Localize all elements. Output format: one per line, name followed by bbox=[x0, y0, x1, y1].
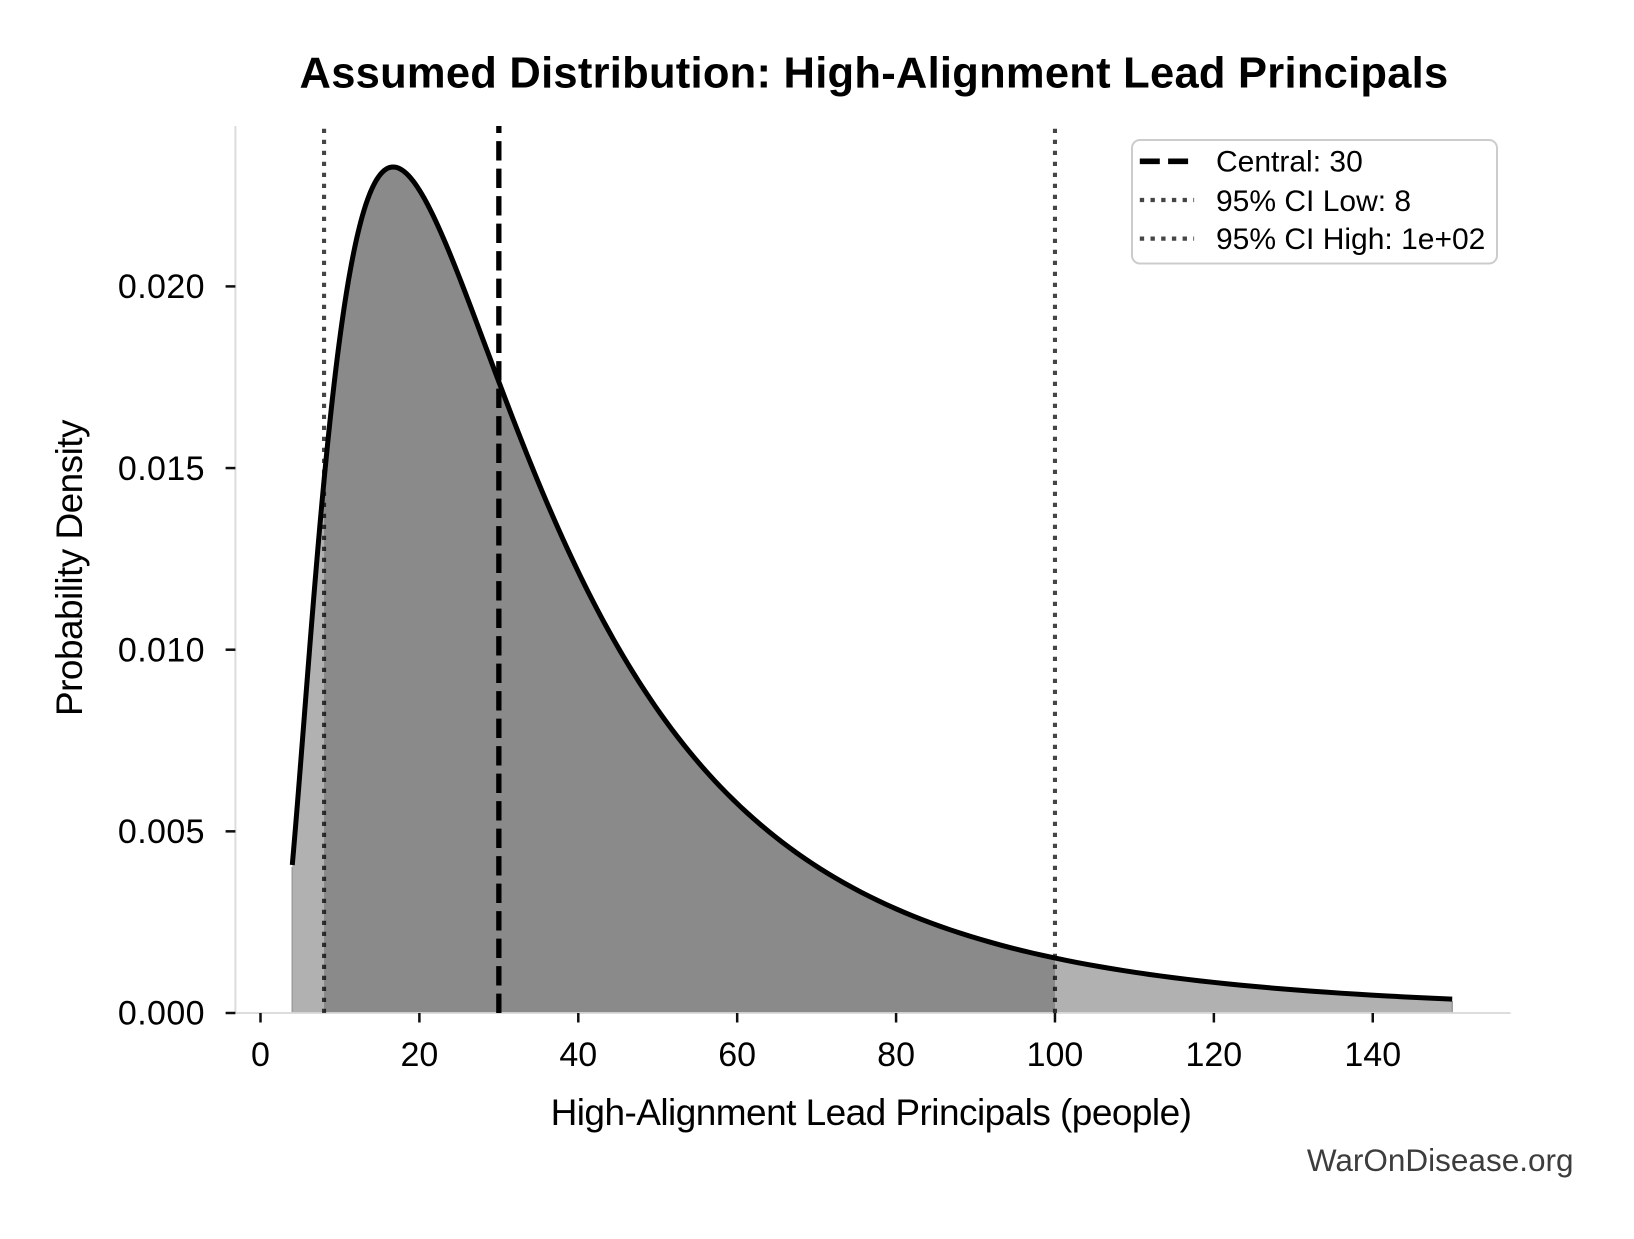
svg-text:20: 20 bbox=[400, 1036, 438, 1074]
svg-text:140: 140 bbox=[1344, 1036, 1401, 1074]
svg-text:100: 100 bbox=[1027, 1036, 1084, 1074]
svg-text:0: 0 bbox=[251, 1036, 270, 1074]
svg-text:95% CI High: 1e+02: 95% CI High: 1e+02 bbox=[1216, 223, 1485, 256]
svg-text:WarOnDisease.org: WarOnDisease.org bbox=[1307, 1142, 1574, 1178]
svg-text:120: 120 bbox=[1185, 1036, 1242, 1074]
svg-text:High-Alignment Lead Principals: High-Alignment Lead Principals (people) bbox=[551, 1092, 1192, 1133]
svg-text:60: 60 bbox=[718, 1036, 756, 1074]
svg-text:0.000: 0.000 bbox=[118, 995, 205, 1033]
svg-text:40: 40 bbox=[559, 1036, 597, 1074]
svg-text:80: 80 bbox=[877, 1036, 915, 1074]
svg-text:95% CI Low: 8: 95% CI Low: 8 bbox=[1216, 185, 1411, 218]
svg-text:0.010: 0.010 bbox=[118, 631, 205, 669]
svg-text:0.015: 0.015 bbox=[118, 450, 205, 488]
svg-text:Probability Density: Probability Density bbox=[49, 419, 90, 716]
svg-text:Central: 30: Central: 30 bbox=[1216, 146, 1363, 179]
svg-text:0.020: 0.020 bbox=[118, 268, 205, 306]
svg-text:Assumed Distribution: High-Ali: Assumed Distribution: High-Alignment Lea… bbox=[300, 50, 1449, 98]
svg-text:0.005: 0.005 bbox=[118, 813, 205, 851]
